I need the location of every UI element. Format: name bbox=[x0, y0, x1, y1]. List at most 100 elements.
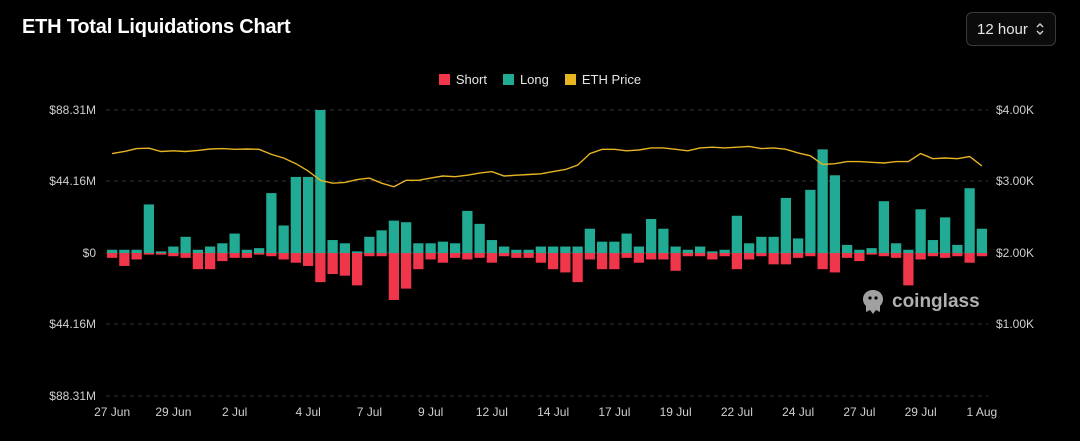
long-bar bbox=[351, 251, 363, 253]
short-bar bbox=[339, 253, 351, 276]
short-bar bbox=[596, 253, 608, 270]
long-bar bbox=[817, 149, 828, 253]
legend-swatch-eth-price bbox=[564, 74, 576, 85]
short-bar bbox=[486, 253, 498, 263]
legend-item-eth-price[interactable]: ETH Price bbox=[564, 72, 642, 87]
long-bar bbox=[290, 176, 302, 253]
long-bar bbox=[645, 218, 657, 253]
short-bar bbox=[841, 253, 853, 258]
long-bar bbox=[523, 249, 534, 253]
long-bar bbox=[560, 246, 571, 253]
short-bar bbox=[878, 253, 890, 257]
long-bar bbox=[155, 251, 167, 253]
short-bar bbox=[560, 253, 571, 273]
long-bar bbox=[743, 243, 755, 253]
long-bar bbox=[486, 240, 498, 253]
long-bar bbox=[547, 246, 559, 253]
long-bar bbox=[780, 197, 792, 253]
short-bar bbox=[976, 253, 988, 257]
short-bar bbox=[756, 253, 767, 257]
legend-item-long[interactable]: Long bbox=[502, 72, 549, 87]
long-bar bbox=[217, 243, 228, 253]
long-bar bbox=[976, 228, 988, 253]
short-bar bbox=[449, 253, 461, 258]
x-tick-label: 22 Jul bbox=[721, 405, 753, 419]
long-bar bbox=[903, 249, 914, 253]
long-bar bbox=[866, 248, 877, 253]
legend-label-long: Long bbox=[519, 72, 549, 87]
long-bar bbox=[890, 243, 902, 253]
x-tick-label: 29 Jun bbox=[155, 405, 191, 419]
long-bar bbox=[939, 217, 951, 253]
long-bar bbox=[168, 246, 179, 253]
long-bar bbox=[253, 248, 265, 253]
short-bar bbox=[253, 253, 265, 255]
x-tick-label: 12 Jul bbox=[476, 405, 508, 419]
short-bar bbox=[903, 253, 914, 286]
short-bar bbox=[119, 253, 130, 266]
short-bar bbox=[780, 253, 792, 265]
x-tick-label: 27 Jul bbox=[843, 405, 875, 419]
x-tick-label: 29 Jul bbox=[905, 405, 937, 419]
long-bar bbox=[400, 222, 412, 253]
short-bar bbox=[952, 253, 963, 257]
chevron-up-down-icon bbox=[1036, 22, 1044, 36]
short-bar bbox=[474, 253, 485, 258]
long-bar bbox=[535, 246, 547, 253]
long-bar bbox=[633, 246, 645, 253]
long-bar bbox=[731, 215, 743, 253]
x-tick-label: 1 Aug bbox=[967, 405, 998, 419]
legend-label-eth-price: ETH Price bbox=[581, 72, 642, 87]
interval-select[interactable]: 12 hour bbox=[966, 12, 1056, 46]
page-title: ETH Total Liquidations Chart bbox=[22, 16, 291, 38]
legend-label-short: Short bbox=[455, 72, 487, 87]
short-bar bbox=[143, 253, 155, 255]
long-bar bbox=[596, 241, 608, 253]
legend-item-short[interactable]: Short bbox=[438, 72, 487, 87]
short-bar bbox=[302, 253, 314, 266]
short-bar bbox=[829, 253, 841, 273]
y-tick-right: $1.00K bbox=[996, 317, 1034, 331]
short-bar bbox=[707, 253, 718, 260]
interval-value: 12 hour bbox=[977, 20, 1028, 38]
long-bar bbox=[204, 246, 216, 253]
short-bar bbox=[866, 253, 877, 255]
short-bar bbox=[511, 253, 522, 258]
long-bar bbox=[805, 189, 816, 253]
short-bar bbox=[315, 253, 326, 283]
short-bar bbox=[413, 253, 424, 270]
x-tick-label: 24 Jul bbox=[782, 405, 814, 419]
short-bar bbox=[364, 253, 375, 257]
short-bar bbox=[658, 253, 669, 260]
long-bar bbox=[498, 246, 510, 253]
long-bar bbox=[413, 243, 424, 253]
long-bar bbox=[756, 236, 767, 253]
short-bar bbox=[523, 253, 534, 258]
short-bar bbox=[964, 253, 975, 263]
long-bar bbox=[192, 249, 204, 253]
short-bar bbox=[168, 253, 179, 257]
short-bar bbox=[204, 253, 216, 270]
short-bar bbox=[939, 253, 951, 258]
short-bar bbox=[462, 253, 473, 260]
x-tick-label: 19 Jul bbox=[660, 405, 692, 419]
y-tick-left: $0 bbox=[83, 246, 97, 260]
short-bar bbox=[290, 253, 302, 263]
x-tick-label: 27 Jun bbox=[94, 405, 130, 419]
long-bar bbox=[339, 243, 351, 253]
short-bar bbox=[376, 253, 387, 257]
short-bar bbox=[915, 253, 926, 260]
long-bar bbox=[266, 193, 277, 253]
long-bar bbox=[854, 249, 865, 253]
short-bar bbox=[400, 253, 412, 289]
long-bar bbox=[315, 110, 326, 253]
long-bar bbox=[682, 249, 694, 253]
x-tick-label: 2 Jul bbox=[222, 405, 247, 419]
short-bar bbox=[498, 253, 510, 257]
y-tick-left: $44.16M bbox=[49, 317, 96, 331]
long-bar bbox=[878, 201, 890, 253]
long-bar bbox=[670, 246, 681, 253]
short-bar bbox=[645, 253, 657, 260]
short-bar bbox=[437, 253, 449, 263]
